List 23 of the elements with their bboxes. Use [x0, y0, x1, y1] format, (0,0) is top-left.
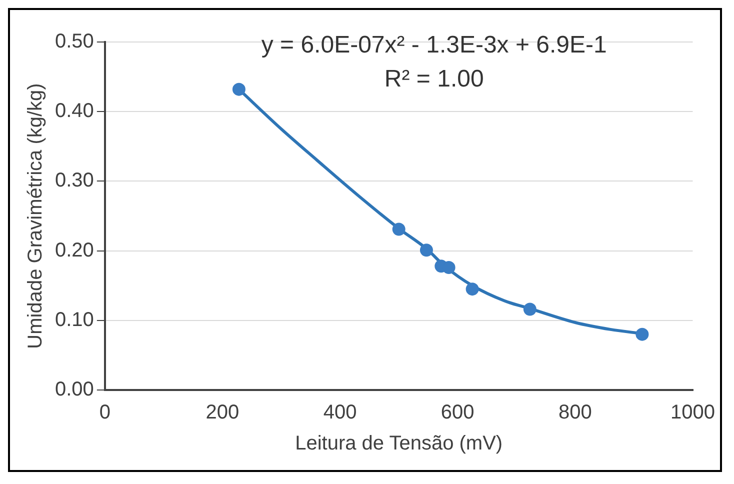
point — [420, 244, 433, 257]
x-tick-label: 1000 — [670, 402, 716, 424]
x-tick-label: 600 — [440, 402, 474, 424]
y-tick-label: 0.10 — [54, 308, 94, 331]
y-axis-title: Umidade Gravimétrica (kg/kg) — [24, 83, 47, 349]
y-tick-label: 0.50 — [54, 30, 94, 53]
y-tick-label: 0.00 — [54, 378, 94, 401]
point — [232, 82, 246, 96]
y-tick-label: 0.40 — [54, 100, 94, 122]
x-tick-label: 0 — [99, 402, 110, 424]
point — [442, 261, 456, 274]
annotation: y = 6.0E-07x² - 1.3E-3x + 6.9E-1 — [261, 32, 607, 59]
y-tick-label: 0.20 — [54, 239, 94, 262]
x-tick-label: 200 — [206, 402, 240, 424]
point — [466, 282, 479, 296]
point — [636, 328, 649, 341]
y-tick-label: 0.30 — [54, 170, 94, 192]
x-tick-label: 400 — [323, 402, 357, 424]
x-tick-label: 800 — [558, 402, 592, 424]
annotation: R² = 1.00 — [384, 66, 484, 93]
point — [523, 302, 536, 316]
x-axis-title: Leitura de Tensão (mV) — [295, 432, 503, 455]
point — [392, 222, 406, 236]
